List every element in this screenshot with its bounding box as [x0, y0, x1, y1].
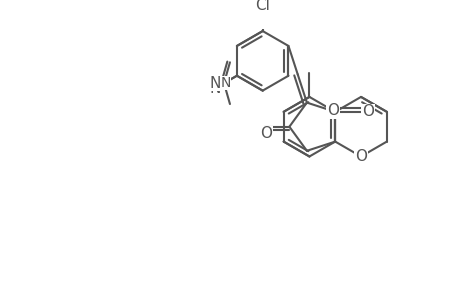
Text: O: O — [259, 126, 271, 141]
Text: N: N — [209, 81, 220, 96]
Text: N: N — [209, 76, 221, 91]
Text: O: O — [326, 103, 338, 118]
Text: N: N — [220, 76, 230, 90]
Text: O: O — [354, 150, 366, 165]
Text: O: O — [327, 103, 339, 118]
Text: Cl: Cl — [255, 0, 269, 14]
Text: O: O — [361, 104, 373, 119]
Text: O: O — [354, 149, 366, 164]
Text: Cl: Cl — [255, 0, 269, 13]
